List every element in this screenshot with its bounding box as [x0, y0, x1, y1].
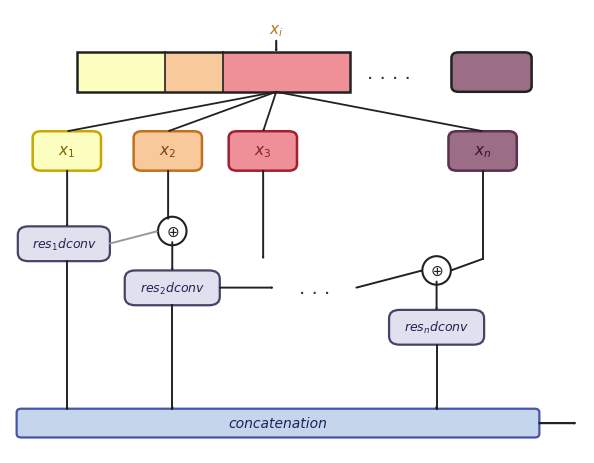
Ellipse shape [422, 257, 451, 285]
Text: $res_{1}dconv$: $res_{1}dconv$ [31, 236, 97, 252]
Bar [77, 53, 165, 93]
Text: . . .: . . . [299, 279, 330, 297]
Bar [77, 53, 350, 93]
FancyBboxPatch shape [125, 271, 220, 306]
FancyBboxPatch shape [18, 227, 110, 262]
FancyBboxPatch shape [134, 132, 202, 171]
Text: $x_2$: $x_2$ [159, 144, 176, 159]
FancyBboxPatch shape [389, 310, 484, 345]
FancyBboxPatch shape [17, 409, 539, 438]
Text: . . . .: . . . . [367, 64, 411, 82]
Bar [223, 53, 350, 93]
Text: concatenation: concatenation [229, 416, 327, 430]
Bar [165, 53, 223, 93]
Text: $\oplus$: $\oplus$ [166, 224, 179, 239]
Text: $\oplus$: $\oplus$ [430, 263, 443, 278]
Text: $x_i$: $x_i$ [269, 24, 283, 39]
FancyBboxPatch shape [451, 53, 532, 93]
FancyBboxPatch shape [33, 132, 101, 171]
Text: $x_1$: $x_1$ [58, 144, 75, 159]
Text: $x_n$: $x_n$ [474, 144, 491, 159]
FancyBboxPatch shape [448, 132, 517, 171]
Text: $res_{n}dconv$: $res_{n}dconv$ [404, 319, 469, 335]
FancyBboxPatch shape [229, 132, 297, 171]
Text: $x_3$: $x_3$ [254, 144, 271, 159]
Text: $res_{2}dconv$: $res_{2}dconv$ [140, 280, 205, 296]
Ellipse shape [158, 217, 187, 246]
